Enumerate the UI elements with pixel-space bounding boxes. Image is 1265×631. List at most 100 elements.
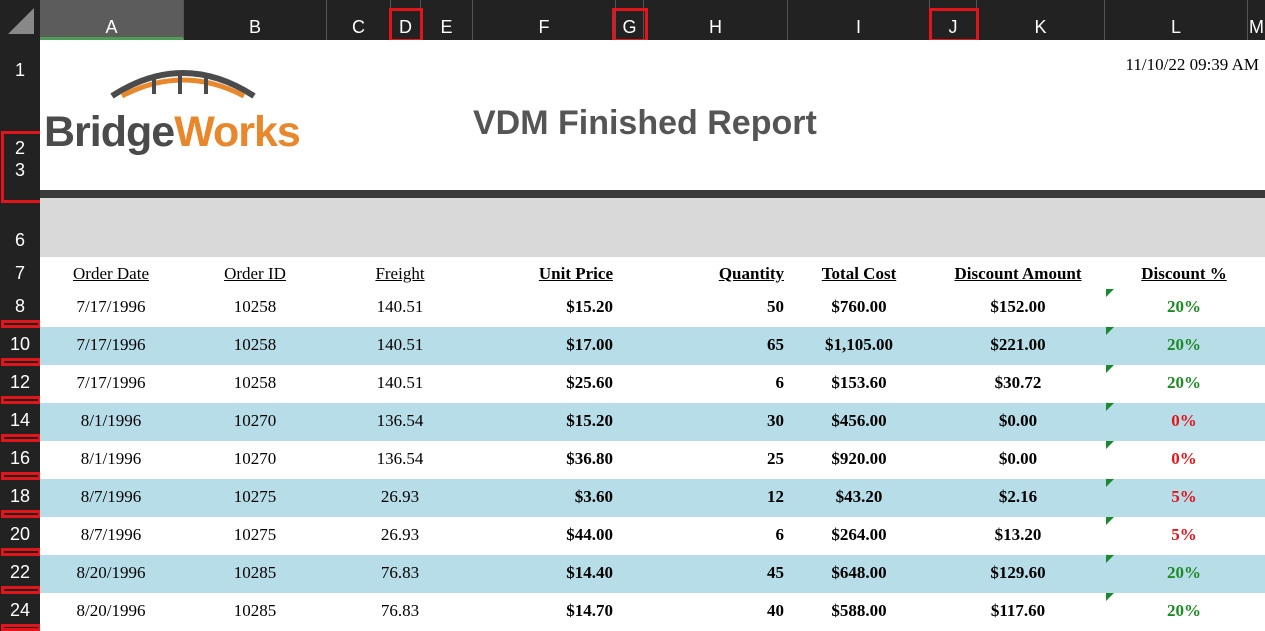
cell-unit-price[interactable]: $36.80 bbox=[566, 449, 613, 468]
cell-order-date[interactable]: 8/20/1996 bbox=[76, 601, 146, 620]
cell-discount-amount[interactable]: $152.00 bbox=[990, 297, 1046, 316]
cell-order-id[interactable]: 10258 bbox=[233, 297, 277, 316]
cell-quantity[interactable]: 6 bbox=[775, 373, 785, 392]
cell-discount-amount[interactable]: $129.60 bbox=[990, 563, 1046, 582]
cell-quantity[interactable]: 45 bbox=[767, 563, 784, 582]
cell-freight[interactable]: 26.93 bbox=[380, 525, 420, 544]
cell-unit-price[interactable]: $14.40 bbox=[566, 563, 613, 582]
row-header-3[interactable]: 3 bbox=[14, 160, 25, 180]
cell-discount-pct[interactable]: 0% bbox=[1171, 449, 1197, 468]
cell-total-cost[interactable]: $264.00 bbox=[831, 525, 887, 544]
cell-order-date[interactable]: 8/1/1996 bbox=[80, 449, 142, 468]
row-header-2[interactable]: 2 bbox=[14, 138, 25, 158]
row-header-22[interactable]: 22 bbox=[9, 562, 31, 582]
column-header-h[interactable]: H bbox=[644, 0, 788, 40]
cell-freight[interactable]: 76.83 bbox=[380, 601, 420, 620]
cell-freight[interactable]: 140.51 bbox=[376, 297, 424, 316]
cell-order-id[interactable]: 10270 bbox=[233, 411, 277, 430]
table-row[interactable]: 8/1/1996 10270 136.54 $15.20 30 $456.00 $0.00 0… bbox=[40, 403, 1265, 441]
cell-order-date[interactable]: 8/7/1996 bbox=[80, 525, 142, 544]
cell-discount-pct[interactable]: 0% bbox=[1171, 411, 1197, 430]
cell-quantity[interactable]: 40 bbox=[767, 601, 784, 620]
cell-discount-amount[interactable]: $13.20 bbox=[994, 525, 1042, 544]
table-row[interactable]: 7/17/1996 10258 140.51 $17.00 65 $1,105.00 $22… bbox=[40, 327, 1265, 365]
cell-order-id[interactable]: 10270 bbox=[233, 449, 277, 468]
error-indicator-icon[interactable] bbox=[1106, 403, 1114, 411]
cell-order-date[interactable]: 7/17/1996 bbox=[76, 297, 146, 316]
cell-unit-price[interactable]: $44.00 bbox=[566, 525, 613, 544]
row-header-7[interactable]: 7 bbox=[14, 263, 25, 283]
cell-quantity[interactable]: 6 bbox=[775, 525, 785, 544]
row-header-16[interactable]: 16 bbox=[9, 448, 31, 468]
cell-freight[interactable]: 136.54 bbox=[376, 449, 424, 468]
cell-total-cost[interactable]: $1,105.00 bbox=[825, 335, 893, 354]
cell-total-cost[interactable]: $920.00 bbox=[831, 449, 887, 468]
cell-order-id[interactable]: 10258 bbox=[233, 335, 277, 354]
cell-order-id[interactable]: 10275 bbox=[233, 525, 277, 544]
cell-quantity[interactable]: 30 bbox=[767, 411, 784, 430]
cell-freight[interactable]: 140.51 bbox=[376, 373, 424, 392]
cell-order-date[interactable]: 8/1/1996 bbox=[80, 411, 142, 430]
row-header-14[interactable]: 14 bbox=[9, 410, 31, 430]
cell-unit-price[interactable]: $15.20 bbox=[566, 411, 613, 430]
table-row[interactable]: 7/17/1996 10258 140.51 $25.60 6 $153.60 $30.72… bbox=[40, 365, 1265, 403]
cell-discount-pct[interactable]: 20% bbox=[1167, 563, 1201, 582]
cell-discount-amount[interactable]: $0.00 bbox=[998, 449, 1038, 468]
error-indicator-icon[interactable] bbox=[1106, 479, 1114, 487]
cell-discount-pct[interactable]: 5% bbox=[1171, 525, 1197, 544]
error-indicator-icon[interactable] bbox=[1106, 327, 1114, 335]
error-indicator-icon[interactable] bbox=[1106, 365, 1114, 373]
cell-discount-amount[interactable]: $2.16 bbox=[998, 487, 1038, 506]
cell-discount-pct[interactable]: 20% bbox=[1167, 601, 1201, 620]
select-all-corner[interactable] bbox=[0, 0, 40, 40]
error-indicator-icon[interactable] bbox=[1106, 289, 1114, 297]
row-header-12[interactable]: 12 bbox=[9, 372, 31, 392]
table-row[interactable]: 8/7/1996 10275 26.93 $3.60 12 $43.20 $2.16 5% bbox=[40, 479, 1265, 517]
cell-unit-price[interactable]: $25.60 bbox=[566, 373, 613, 392]
cell-total-cost[interactable]: $648.00 bbox=[831, 563, 887, 582]
error-indicator-icon[interactable] bbox=[1106, 555, 1114, 563]
cell-order-date[interactable]: 8/20/1996 bbox=[76, 563, 146, 582]
column-header-k[interactable]: K bbox=[977, 0, 1105, 40]
cell-order-id[interactable]: 10285 bbox=[233, 601, 277, 620]
row-header-18[interactable]: 18 bbox=[9, 486, 31, 506]
cell-discount-amount[interactable]: $221.00 bbox=[990, 335, 1046, 354]
error-indicator-icon[interactable] bbox=[1106, 593, 1114, 601]
cell-total-cost[interactable]: $153.60 bbox=[831, 373, 887, 392]
cell-discount-amount[interactable]: $30.72 bbox=[994, 373, 1042, 392]
cell-order-date[interactable]: 8/7/1996 bbox=[80, 487, 142, 506]
column-header-i[interactable]: I bbox=[788, 0, 930, 40]
column-header-m[interactable]: M bbox=[1249, 17, 1264, 37]
cell-total-cost[interactable]: $760.00 bbox=[831, 297, 887, 316]
row-header-20[interactable]: 20 bbox=[9, 524, 31, 544]
cell-quantity[interactable]: 12 bbox=[767, 487, 784, 506]
cell-quantity[interactable]: 50 bbox=[767, 297, 784, 316]
row-header-10[interactable]: 10 bbox=[9, 334, 31, 354]
cell-order-id[interactable]: 10285 bbox=[233, 563, 277, 582]
error-indicator-icon[interactable] bbox=[1106, 441, 1114, 449]
cell-total-cost[interactable]: $43.20 bbox=[835, 487, 883, 506]
column-header-f[interactable]: F bbox=[473, 0, 616, 40]
row-header-1[interactable]: 1 bbox=[14, 60, 25, 80]
column-header-e[interactable]: E bbox=[421, 0, 473, 40]
table-row[interactable]: 8/20/1996 10285 76.83 $14.40 45 $648.00 $129.6… bbox=[40, 555, 1265, 593]
column-header-a[interactable]: A bbox=[40, 0, 184, 40]
row-header-8[interactable]: 8 bbox=[14, 296, 25, 316]
column-header-g[interactable]: G bbox=[616, 0, 644, 40]
cell-quantity[interactable]: 65 bbox=[767, 335, 784, 354]
cell-discount-pct[interactable]: 20% bbox=[1167, 335, 1201, 354]
cell-order-date[interactable]: 7/17/1996 bbox=[76, 335, 146, 354]
cell-freight[interactable]: 140.51 bbox=[376, 335, 424, 354]
cell-freight[interactable]: 76.83 bbox=[380, 563, 420, 582]
cell-discount-pct[interactable]: 20% bbox=[1167, 373, 1201, 392]
row-header-24[interactable]: 24 bbox=[9, 600, 31, 620]
cell-unit-price[interactable]: $17.00 bbox=[566, 335, 613, 354]
cell-quantity[interactable]: 25 bbox=[767, 449, 784, 468]
table-row[interactable]: 8/20/1996 10285 76.83 $14.70 40 $588.00 $117.6… bbox=[40, 593, 1265, 631]
cell-discount-amount[interactable]: $0.00 bbox=[998, 411, 1038, 430]
cell-discount-pct[interactable]: 20% bbox=[1167, 297, 1201, 316]
cell-discount-pct[interactable]: 5% bbox=[1171, 487, 1197, 506]
cell-order-date[interactable]: 7/17/1996 bbox=[76, 373, 146, 392]
cell-freight[interactable]: 26.93 bbox=[380, 487, 420, 506]
row-header-6[interactable]: 6 bbox=[14, 230, 25, 250]
